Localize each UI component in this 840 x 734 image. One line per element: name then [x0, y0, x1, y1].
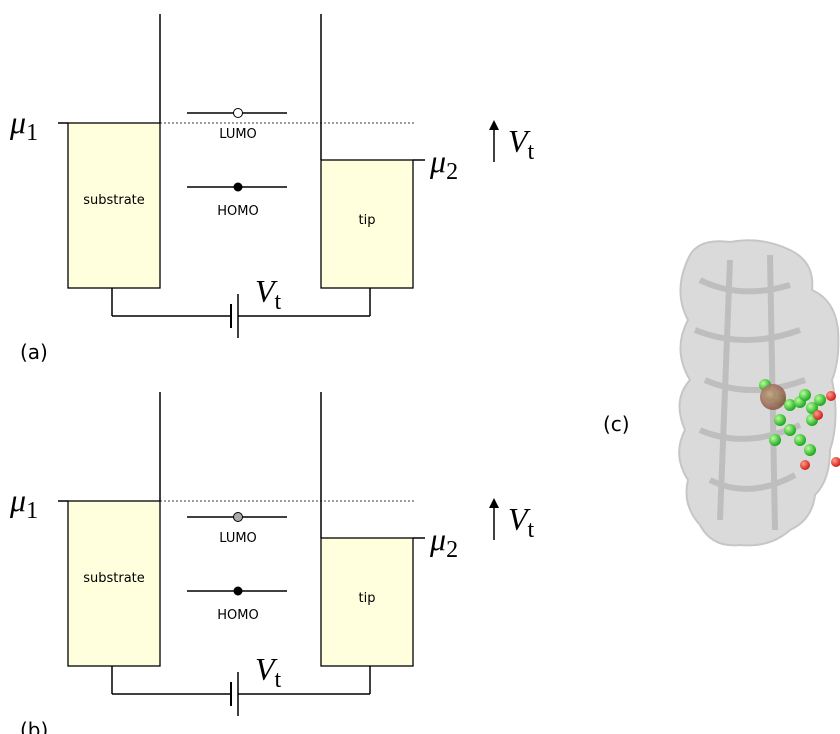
bias-arrow-label-subscript: t [528, 139, 535, 165]
protein-image [679, 240, 840, 545]
bias-arrow-label: Vt [508, 501, 535, 543]
homo-state [234, 183, 243, 192]
mu1-label: μ1 [9, 104, 38, 146]
lumo-label: LUMO [219, 531, 257, 546]
mu2-label: μ2 [429, 143, 458, 185]
mu1-label-subscript: 1 [26, 498, 38, 524]
mu2-label-subscript: 2 [446, 537, 458, 563]
panel-label: (a) [20, 340, 48, 364]
panel-label: (b) [20, 718, 48, 734]
bias-arrow-label: Vt [508, 123, 535, 165]
bias-arrow-label-subscript: t [528, 517, 535, 543]
figure: (c) substratetipLUMOHOMOμ1μ2VtVt(a)subst… [0, 0, 840, 734]
mu2-label-symbol: μ [429, 143, 446, 179]
homo-label: HOMO [217, 204, 258, 219]
bias-label-subscript: t [275, 289, 282, 315]
mu1-label: μ1 [9, 482, 38, 524]
homo-state [234, 587, 243, 596]
mu2-label-symbol: μ [429, 521, 446, 557]
lumo-state [234, 513, 243, 522]
mu2-label-subscript: 2 [446, 159, 458, 185]
mu1-label-symbol: μ [9, 104, 26, 140]
panel-label: (c) [603, 412, 630, 436]
substrate-label: substrate [83, 571, 145, 586]
mu1-label-subscript: 1 [26, 120, 38, 146]
arrow-head [489, 498, 499, 508]
arrow-head [489, 120, 499, 130]
tip-label: tip [359, 213, 376, 228]
mu2-label: μ2 [429, 521, 458, 563]
bias-label-subscript: t [275, 667, 282, 693]
lumo-state [234, 109, 243, 118]
lumo-label: LUMO [219, 127, 257, 142]
bias-label: Vt [255, 273, 282, 315]
mu1-label-symbol: μ [9, 482, 26, 518]
tip-label: tip [359, 591, 376, 606]
homo-label: HOMO [217, 608, 258, 623]
bias-label: Vt [255, 651, 282, 693]
substrate-label: substrate [83, 193, 145, 208]
